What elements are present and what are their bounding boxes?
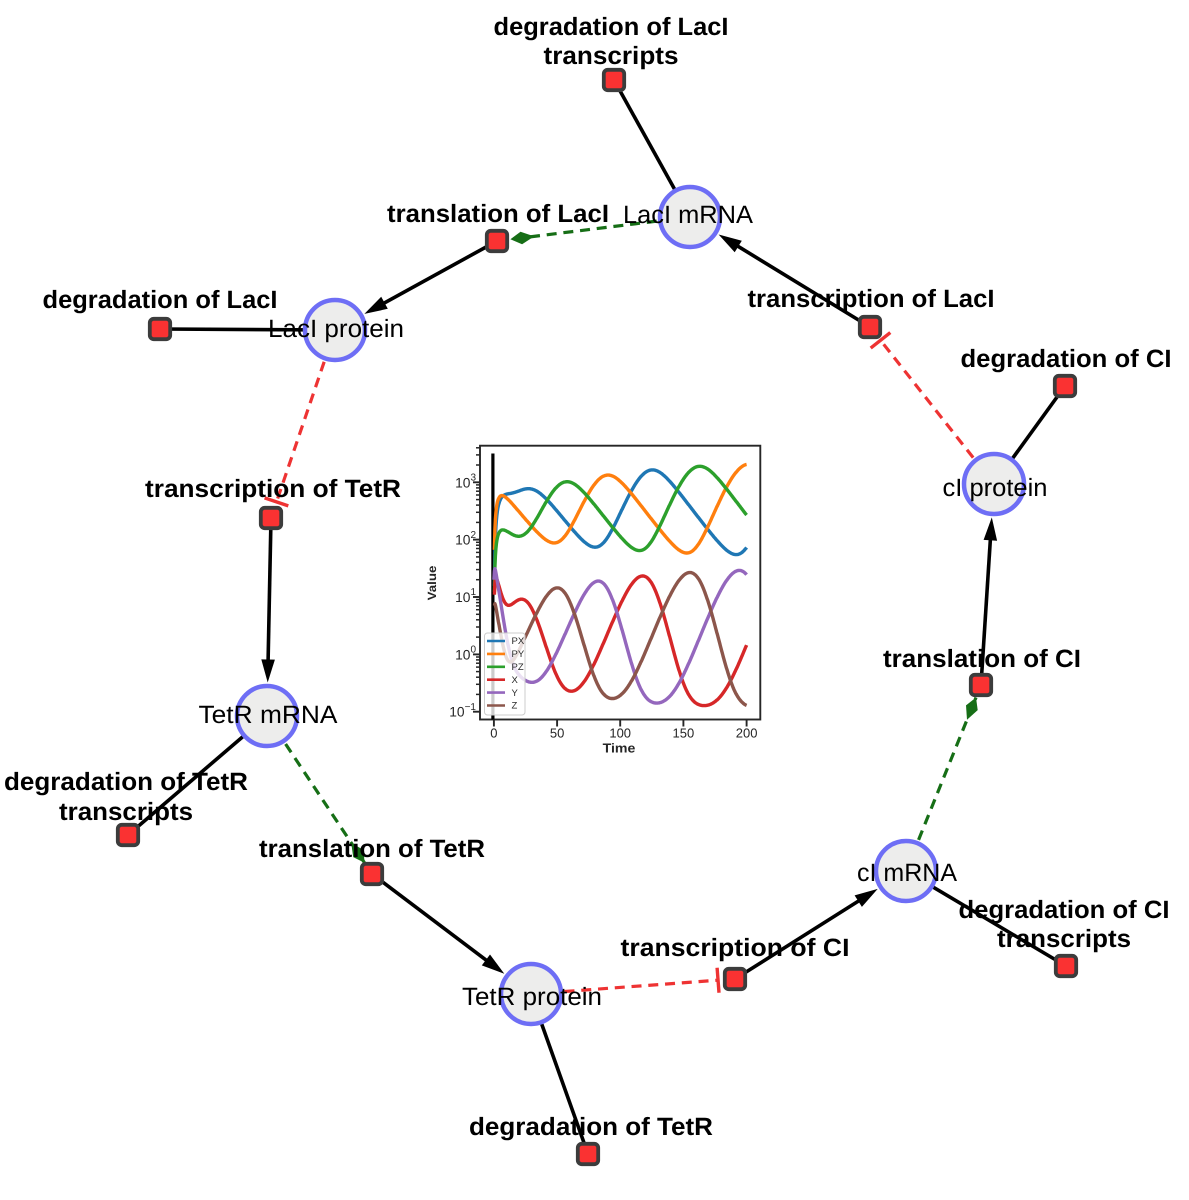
svg-text:degradation of CI: degradation of CI: [961, 345, 1172, 373]
svg-text:TetR protein: TetR protein: [462, 983, 602, 1011]
svg-text:Value: Value: [425, 565, 439, 600]
svg-text:50: 50: [550, 726, 564, 741]
svg-text:degradation of TetR: degradation of TetR: [4, 768, 248, 796]
svg-text:transcripts: transcripts: [997, 925, 1131, 953]
svg-text:LacI mRNA: LacI mRNA: [623, 201, 753, 229]
svg-text:150: 150: [673, 726, 695, 741]
svg-text:0: 0: [490, 726, 497, 741]
svg-text:TetR mRNA: TetR mRNA: [199, 701, 338, 729]
svg-text:translation of TetR: translation of TetR: [259, 835, 485, 863]
svg-text:X: X: [512, 675, 519, 686]
svg-text:cI mRNA: cI mRNA: [857, 859, 957, 887]
svg-text:200: 200: [736, 726, 758, 741]
svg-text:Y: Y: [512, 688, 519, 699]
svg-text:degradation of LacI: degradation of LacI: [43, 286, 278, 314]
svg-text:LacI protein: LacI protein: [268, 315, 404, 343]
svg-text:degradation of LacI: degradation of LacI: [494, 13, 729, 41]
svg-text:degradation of TetR: degradation of TetR: [469, 1113, 713, 1141]
svg-text:Time: Time: [603, 741, 636, 756]
svg-text:degradation of CI: degradation of CI: [959, 896, 1170, 924]
svg-text:transcripts: transcripts: [544, 42, 679, 70]
svg-text:transcription of TetR: transcription of TetR: [145, 475, 401, 503]
svg-text:transcription of LacI: transcription of LacI: [748, 285, 995, 313]
svg-text:100: 100: [609, 726, 631, 741]
svg-text:transcription of CI: transcription of CI: [621, 934, 850, 962]
svg-text:translation of LacI: translation of LacI: [387, 200, 609, 228]
svg-text:translation of CI: translation of CI: [883, 645, 1081, 673]
svg-text:cI protein: cI protein: [943, 474, 1048, 502]
svg-text:transcripts: transcripts: [59, 798, 193, 826]
svg-text:PZ: PZ: [512, 662, 524, 673]
svg-text:Z: Z: [512, 701, 518, 712]
svg-text:PX: PX: [512, 636, 525, 647]
svg-text:PY: PY: [512, 649, 525, 660]
